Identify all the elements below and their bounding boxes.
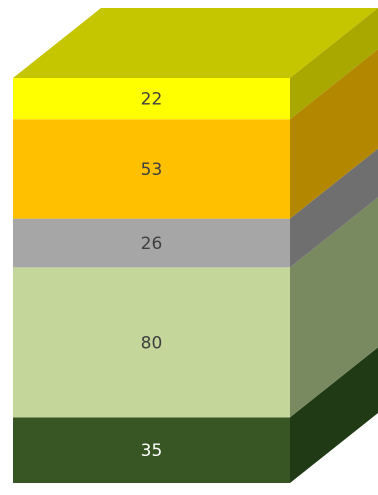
segment-front-35 — [13, 417, 290, 483]
data-label-53: 53 — [141, 160, 163, 180]
segments-layer — [13, 8, 378, 483]
segment-front-26 — [13, 218, 290, 268]
top-face-layer — [13, 8, 378, 78]
data-label-80: 80 — [141, 333, 163, 353]
segment-side-22 — [290, 8, 378, 120]
data-label-26: 26 — [141, 234, 163, 254]
segment-front-22 — [13, 78, 290, 120]
segment-side-35 — [290, 347, 378, 483]
segment-side-26 — [290, 148, 378, 268]
segment-side-53 — [290, 49, 378, 219]
data-label-35: 35 — [141, 441, 163, 461]
top-face — [13, 8, 378, 78]
segment-side-80 — [290, 197, 378, 418]
segment-front-53 — [13, 119, 290, 219]
data-labels-layer: 35 80 26 53 22 — [141, 90, 163, 462]
data-label-22: 22 — [141, 90, 163, 110]
segment-front-80 — [13, 267, 290, 418]
